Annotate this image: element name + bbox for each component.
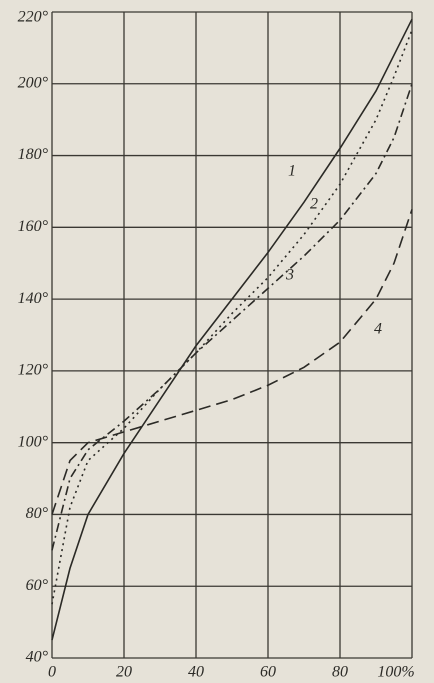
- curve-label: 1: [288, 163, 296, 180]
- x-tick-label: 20: [116, 664, 132, 681]
- x-tick-label: 40: [188, 664, 204, 681]
- series-line: [51, 29, 413, 605]
- curve-label: 2: [310, 196, 318, 213]
- series-line: [51, 18, 413, 641]
- y-tick-label: 60°: [26, 577, 49, 594]
- y-tick-label: 40°: [26, 649, 49, 666]
- curve-label: 4: [374, 321, 382, 338]
- y-tick-label: 180°: [18, 146, 49, 163]
- x-tick-label: 60: [260, 664, 276, 681]
- y-tick-label: 220°: [18, 9, 49, 26]
- y-tick-label: 100°: [18, 433, 49, 450]
- y-tick-label: 120°: [18, 362, 49, 379]
- y-tick-label: 160°: [18, 218, 49, 235]
- series-line: [51, 209, 413, 515]
- curve-label: 3: [285, 267, 294, 284]
- x-tick-label: 0: [48, 664, 56, 681]
- y-tick-label: 140°: [18, 290, 49, 307]
- x-tick-label: 80: [332, 664, 348, 681]
- y-tick-label: 200°: [18, 74, 49, 91]
- series-line: [51, 83, 413, 551]
- y-tick-label: 80°: [26, 505, 49, 522]
- x-tick-label: 100%: [377, 664, 414, 681]
